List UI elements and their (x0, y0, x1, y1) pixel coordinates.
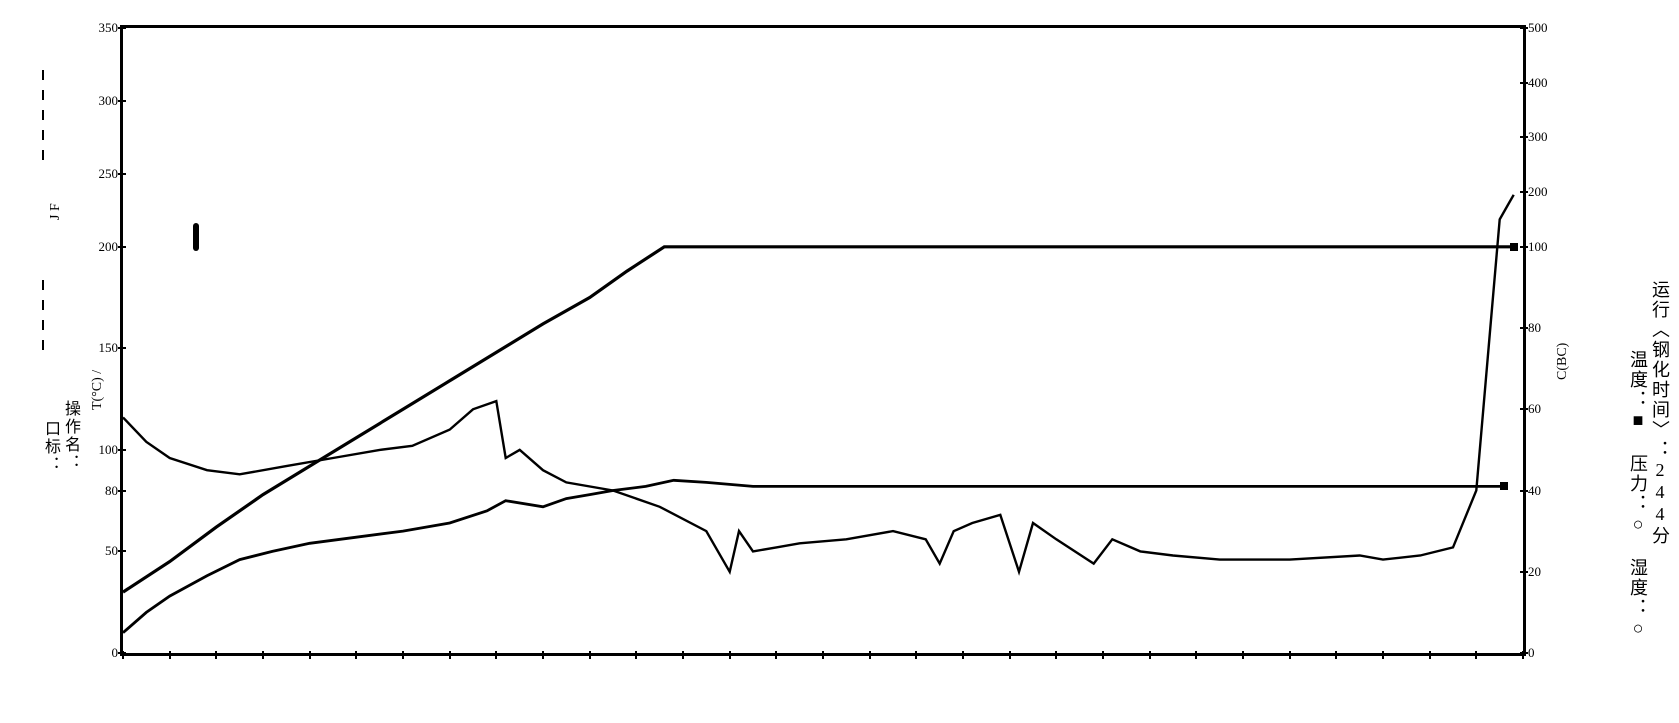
runtime-value: 244分 (1650, 460, 1670, 546)
bottom-tick (1429, 651, 1431, 659)
left-tick (118, 27, 126, 29)
bottom-tick (1522, 651, 1524, 659)
bottom-tick (635, 651, 637, 659)
left-tick-label: 350 (88, 20, 118, 36)
left-tick-label: 0 (88, 645, 118, 661)
runtime-label: 运行〈钢化时间〉：244分 (1647, 280, 1673, 546)
right-tick (1520, 27, 1528, 29)
right-tick-label: 80 (1528, 320, 1558, 336)
chart-lines (123, 28, 1523, 653)
right-tick-label: 40 (1528, 483, 1558, 499)
bottom-tick (122, 651, 124, 659)
temperature-end-marker (1510, 243, 1518, 251)
bottom-tick (542, 651, 544, 659)
pressure-end-marker (1500, 482, 1508, 490)
bottom-tick (589, 651, 591, 659)
bottom-tick (915, 651, 917, 659)
right-tick-label: 300 (1528, 129, 1558, 145)
bottom-tick (355, 651, 357, 659)
right-tick (1520, 82, 1528, 84)
right-tick-label: 100 (1528, 239, 1558, 255)
left-tick-label: 250 (88, 166, 118, 182)
bottom-tick (1149, 651, 1151, 659)
right-tick (1520, 136, 1528, 138)
bottom-tick (775, 651, 777, 659)
right-tick-label: 60 (1528, 401, 1558, 417)
bottom-tick (729, 651, 731, 659)
bottom-tick (962, 651, 964, 659)
bottom-tick (1382, 651, 1384, 659)
bottom-tick (682, 651, 684, 659)
left-tick (118, 449, 126, 451)
bottom-tick (869, 651, 871, 659)
plot-area: 0508010015020025030035002040608010020030… (120, 25, 1526, 656)
left-dash-decoration-2 (42, 280, 44, 360)
right-tick-label: 400 (1528, 75, 1558, 91)
left-tick (118, 490, 126, 492)
left-dash-decoration (42, 70, 44, 170)
scan-artifact (193, 223, 199, 251)
bottom-tick (1475, 651, 1477, 659)
bottom-tick (822, 651, 824, 659)
bottom-tick (1242, 651, 1244, 659)
left-tick (118, 246, 126, 248)
right-tick (1520, 327, 1528, 329)
left-tick (118, 550, 126, 552)
bottom-tick (169, 651, 171, 659)
left-tick-label: 300 (88, 93, 118, 109)
right-tick (1520, 191, 1528, 193)
bottom-tick (402, 651, 404, 659)
chart-page: 口标： 操作名： J F T(°C) / C(BC) 温度：■ 压力：○ 湿度：… (0, 0, 1679, 723)
bottom-tick (262, 651, 264, 659)
left-tick (118, 100, 126, 102)
bottom-tick (1102, 651, 1104, 659)
right-tick (1520, 246, 1528, 248)
bottom-tick (1195, 651, 1197, 659)
right-tick-label: 0 (1528, 645, 1558, 661)
left-tick-label: 200 (88, 239, 118, 255)
left-tick (118, 173, 126, 175)
left-tick-label: 50 (88, 543, 118, 559)
left-tick-label: 150 (88, 340, 118, 356)
bottom-tick (309, 651, 311, 659)
left-tick-label: 100 (88, 442, 118, 458)
right-tick (1520, 490, 1528, 492)
series-pressure (123, 480, 1504, 632)
left-tick-label: 80 (88, 483, 118, 499)
left-label-3: J F (48, 203, 64, 220)
right-tick-label: 200 (1528, 184, 1558, 200)
right-tick (1520, 408, 1528, 410)
left-tick (118, 347, 126, 349)
right-tick-label: 20 (1528, 564, 1558, 580)
runtime-label-text: 运行〈钢化时间〉： (1650, 280, 1670, 460)
right-tick (1520, 571, 1528, 573)
left-axis-label: T(°C) / (90, 370, 106, 410)
bottom-tick (449, 651, 451, 659)
bottom-tick (1289, 651, 1291, 659)
right-axis-label: C(BC) (1555, 343, 1571, 380)
bottom-tick (1055, 651, 1057, 659)
bottom-tick (1009, 651, 1011, 659)
series-humidity (123, 195, 1514, 572)
bottom-tick (215, 651, 217, 659)
right-tick-label: 500 (1528, 20, 1558, 36)
bottom-tick (1335, 651, 1337, 659)
bottom-tick (495, 651, 497, 659)
left-label-2: 操作名： (58, 400, 82, 472)
